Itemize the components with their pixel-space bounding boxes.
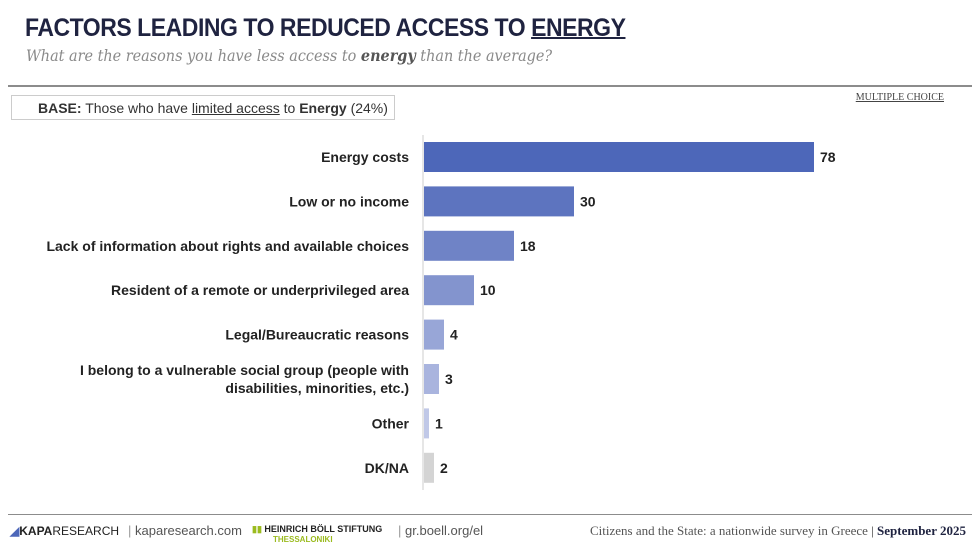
base-text-mid: to: [279, 100, 300, 116]
bar: [424, 142, 814, 172]
base-emphasis: Energy: [299, 100, 347, 116]
base-label: BASE:: [38, 100, 82, 116]
bar: [424, 275, 474, 306]
hbs-logo-icon: ▮▮: [252, 524, 262, 534]
bar: [424, 408, 429, 439]
subtitle-emphasis: energy: [360, 46, 416, 65]
kapa-url[interactable]: kaparesearch.com: [135, 523, 242, 538]
title-text: FACTORS LEADING TO REDUCED ACCESS TO: [25, 14, 532, 42]
bar: [424, 186, 574, 217]
footer-divider: [8, 514, 972, 515]
value-label: 10: [480, 282, 496, 298]
bar: [424, 452, 434, 483]
kapa-logo: ◢KAPARESEARCH: [10, 524, 119, 538]
base-underline: limited access: [191, 100, 280, 116]
category-label: Legal/Bureaucratic reasons: [225, 327, 409, 343]
subtitle-text-end: than the average?: [415, 46, 553, 65]
multiple-choice-note: MULTIPLE CHOICE: [855, 92, 944, 103]
category-label: Resident of a remote or underprivileged …: [111, 282, 409, 298]
survey-credit: Citizens and the State: a nationwide sur…: [589, 523, 966, 538]
bar: [424, 319, 444, 350]
value-label: 30: [580, 193, 596, 209]
base-box: BASE: Those who have limited access to E…: [11, 95, 395, 120]
hbs-name: HEINRICH BÖLL STIFTUNG: [264, 524, 383, 534]
category-label: Energy costs: [321, 149, 409, 165]
value-label: 78: [820, 149, 836, 165]
category-label: Other: [372, 415, 410, 431]
category-label: I belong to a vulnerable social group (p…: [80, 362, 409, 378]
bar: [424, 364, 439, 394]
hbs-url-wrap: | gr.boell.org/el: [398, 524, 483, 538]
category-label: DK/NA: [365, 460, 409, 476]
base-text-end: (24%): [346, 100, 388, 116]
kapa-url-wrap: | kaparesearch.com: [128, 524, 242, 538]
subtitle: What are the reasons you have less acces…: [26, 46, 552, 65]
value-label: 18: [520, 238, 536, 254]
category-label: disabilities, minorities, etc.): [225, 380, 409, 396]
value-label: 2: [440, 460, 448, 476]
header-divider: [8, 85, 972, 87]
kapa-brand-2: RESEARCH: [52, 524, 120, 538]
page-title: FACTORS LEADING TO REDUCED ACCESS TO ENE…: [25, 14, 626, 43]
separator: |: [128, 523, 132, 538]
bar: [424, 230, 514, 261]
separator: |: [398, 523, 402, 538]
category-label: Low or no income: [289, 193, 409, 209]
kapa-logo-icon: ◢: [10, 524, 20, 538]
hbs-logo: ▮▮ HEINRICH BÖLL STIFTUNG: [252, 524, 382, 534]
title-emphasis: ENERGY: [531, 14, 626, 42]
kapa-brand: KAPA: [19, 524, 53, 538]
survey-date: September 2025: [877, 523, 966, 538]
survey-name: Citizens and the State: a nationwide sur…: [589, 523, 868, 538]
value-label: 3: [445, 371, 453, 387]
value-label: 4: [450, 327, 458, 343]
subtitle-text: What are the reasons you have less acces…: [26, 46, 361, 65]
hbs-url[interactable]: gr.boell.org/el: [405, 523, 484, 538]
hbs-city: THESSALONIKI: [273, 535, 333, 544]
category-label: Lack of information about rights and ava…: [46, 238, 409, 254]
base-text: Those who have: [81, 100, 192, 116]
value-label: 1: [435, 415, 443, 431]
